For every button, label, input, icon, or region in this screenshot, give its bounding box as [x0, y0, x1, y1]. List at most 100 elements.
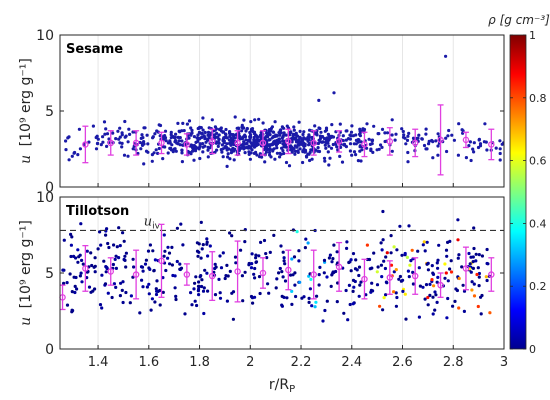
scatter-point [73, 150, 77, 155]
scatter-point [155, 279, 159, 283]
scatter-tillotson [61, 209, 492, 323]
scatter-point [313, 305, 317, 309]
binned-mean [285, 128, 292, 155]
binned-mean [132, 130, 140, 156]
colorbar-tick-label: 0.4 [529, 217, 547, 230]
scatter-point [302, 136, 306, 140]
scatter-point [200, 135, 204, 139]
mean-marker [107, 268, 114, 275]
scatter-point [282, 256, 286, 260]
scatter-point [262, 238, 267, 243]
scatter-point [70, 154, 74, 158]
scatter-point [140, 265, 145, 269]
scatter-point [164, 139, 168, 143]
x-axis-ticks: 1.4 1.6 1.8 2 2.2 2.4 2.6 2.8 3 [88, 183, 508, 370]
scatter-point [206, 133, 210, 137]
scatter-point [163, 249, 167, 253]
scatter-point [218, 254, 222, 258]
scatter-point [78, 274, 82, 278]
scatter-point [484, 140, 488, 144]
mean-marker [361, 275, 368, 283]
scatter-point [407, 131, 411, 135]
scatter-point [303, 246, 307, 250]
scatter-point [77, 255, 81, 259]
scatter-point [436, 258, 440, 262]
scatter-point [158, 288, 162, 293]
scatter-point [317, 273, 321, 277]
scatter-point [166, 256, 170, 260]
scatter-point [346, 318, 350, 322]
scatter-point [141, 269, 145, 273]
scatter-point [292, 128, 296, 132]
scatter-point [250, 296, 255, 300]
scatter-point [250, 252, 254, 256]
mean-marker [158, 257, 165, 265]
scatter-point [356, 159, 360, 163]
scatter-point [205, 242, 209, 246]
mean-marker [285, 138, 292, 145]
scatter-point [292, 133, 296, 137]
scatter-point [79, 271, 83, 275]
scatter-point [94, 135, 98, 140]
scatter-point [377, 132, 381, 136]
x-axis-label: r/RP [269, 377, 295, 395]
scatter-point [327, 163, 331, 167]
scatter-point [403, 251, 407, 256]
scatter-point [154, 148, 158, 152]
scatter-point [197, 126, 201, 130]
scatter-point [72, 275, 76, 279]
scatter-point [217, 141, 221, 145]
scatter-point [154, 287, 158, 291]
binned-means-tillotson [59, 223, 495, 311]
colorbar-tick-label: 1 [529, 29, 536, 42]
scatter-point [213, 262, 217, 266]
scatter-point [395, 248, 399, 252]
scatter-point [226, 155, 230, 159]
scatter-point [126, 140, 130, 144]
scatter-point [259, 240, 263, 244]
scatter-point [275, 146, 279, 150]
scatter-point [232, 136, 237, 140]
scatter-point [95, 142, 100, 146]
scatter-point [336, 281, 340, 285]
scatter-point [76, 248, 80, 252]
scatter-point [472, 226, 476, 230]
scatter-point [152, 151, 156, 155]
scatter-point [318, 265, 322, 269]
scatter-point [254, 260, 259, 264]
colorbar-ticks: 0 0.2 0.4 0.6 0.8 1 [510, 29, 547, 356]
scatter-point [121, 231, 125, 235]
scatter-point [277, 271, 281, 275]
scatter-point [422, 240, 426, 244]
scatter-point [307, 300, 311, 304]
scatter-point [264, 252, 268, 256]
binned-mean [335, 241, 343, 292]
scatter-point [389, 234, 393, 238]
scatter-point [197, 147, 201, 151]
scatter-point [483, 122, 487, 126]
scatter-point [239, 248, 243, 252]
scatter-point [425, 147, 429, 151]
scatter-point [228, 269, 232, 273]
scatter-point [434, 139, 438, 143]
scatter-point [243, 133, 247, 137]
scatter-point [120, 145, 124, 149]
binned-mean [259, 257, 267, 289]
scatter-point [456, 238, 460, 242]
scatter-point [303, 148, 308, 152]
scatter-point [112, 243, 116, 247]
scatter-point [90, 263, 94, 268]
scatter-point [230, 234, 234, 238]
scatter-point [105, 144, 109, 148]
scatter-point [146, 142, 150, 146]
scatter-point [243, 240, 247, 244]
scatter-point [430, 138, 434, 143]
scatter-point [249, 120, 253, 124]
scatter-point [474, 259, 478, 263]
mean-marker [183, 271, 191, 278]
scatter-point [114, 266, 118, 270]
scatter-point [451, 304, 455, 308]
plot-area-sesame [60, 35, 504, 187]
scatter-point [354, 142, 358, 146]
y-axis-units: [10⁹ erg g⁻¹] [18, 220, 34, 308]
